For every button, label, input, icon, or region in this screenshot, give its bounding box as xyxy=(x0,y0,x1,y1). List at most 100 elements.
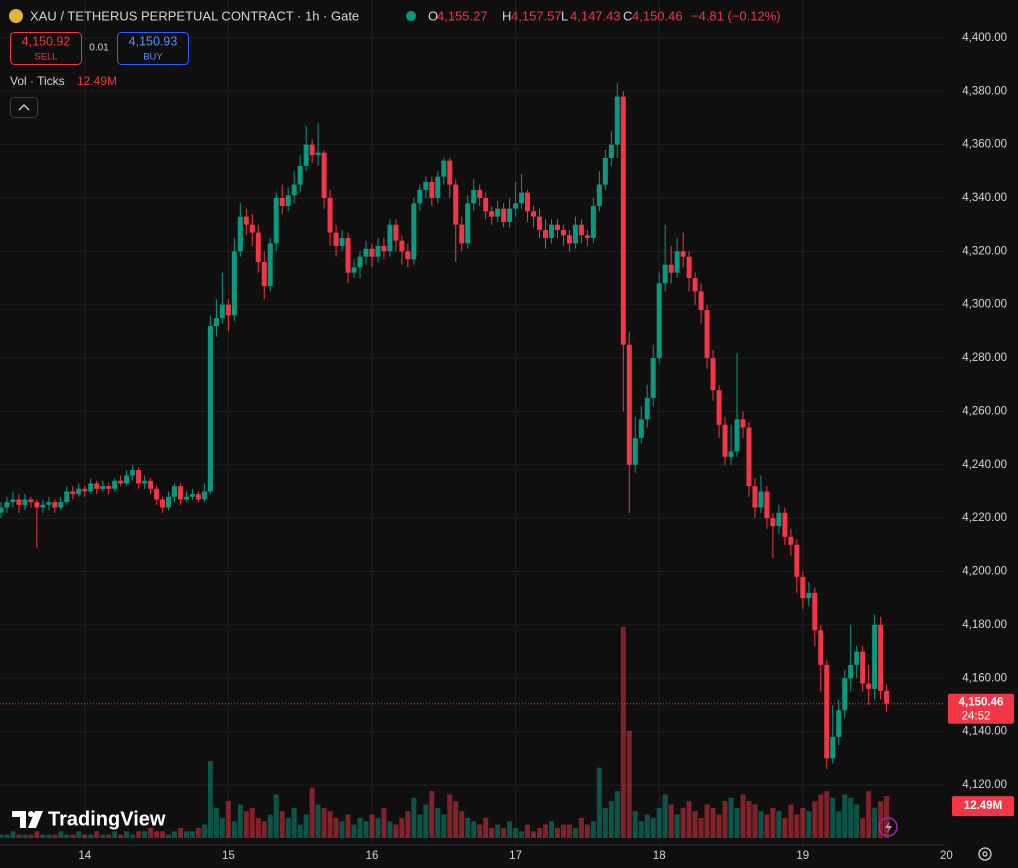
volume-bar xyxy=(764,814,770,838)
volume-bar xyxy=(734,807,740,838)
candle-body xyxy=(794,544,800,577)
collapse-button[interactable] xyxy=(10,97,38,118)
candle-body xyxy=(243,216,249,225)
alert-icon[interactable] xyxy=(878,817,898,837)
y-tick-label: 4,220.00 xyxy=(962,512,1007,524)
candle-body xyxy=(4,502,10,508)
x-tick-label: 16 xyxy=(366,850,379,862)
volume-bar xyxy=(740,794,746,838)
volume-bar xyxy=(866,791,872,838)
candle-body xyxy=(195,494,201,500)
brand-name: TradingView xyxy=(48,808,166,830)
candle-body xyxy=(704,310,710,359)
candle-body xyxy=(82,488,88,492)
volume-bar xyxy=(291,807,297,838)
volume-bar xyxy=(249,807,255,838)
volume-bar xyxy=(507,821,513,838)
volume-bar xyxy=(471,821,477,838)
symbol-icon xyxy=(9,9,23,23)
volume-bar xyxy=(680,807,686,838)
volume-bar xyxy=(70,834,76,838)
volume-bar xyxy=(94,831,100,838)
volume-bar xyxy=(716,814,722,838)
volume-bar xyxy=(183,831,189,838)
volume-bar xyxy=(261,821,267,838)
volume-legend-name: Vol · Ticks xyxy=(10,74,65,88)
candle-body xyxy=(285,195,291,206)
volume-bar xyxy=(453,801,459,838)
volume-bar xyxy=(710,807,716,838)
countdown: 24:52 xyxy=(962,711,991,723)
candle-body xyxy=(213,318,219,327)
settings-icon[interactable] xyxy=(978,847,992,861)
candle-body xyxy=(207,326,213,492)
candle-body xyxy=(459,224,465,244)
candle-body xyxy=(788,536,794,545)
chevron-icon xyxy=(18,104,30,111)
candle-body xyxy=(770,518,776,527)
volume-bar xyxy=(860,817,866,838)
volume-bar xyxy=(148,827,154,838)
x-tick-label: 19 xyxy=(796,850,809,862)
candle-body xyxy=(273,197,279,244)
candle-body xyxy=(357,256,363,268)
candles xyxy=(0,83,890,769)
volume-bar xyxy=(854,804,860,838)
candle-body xyxy=(477,189,483,198)
volume-bar xyxy=(58,831,64,838)
volume-bar xyxy=(315,804,321,838)
volume-bar xyxy=(357,817,363,838)
volume-bar xyxy=(213,807,219,838)
candle-body xyxy=(674,251,680,273)
candle-body xyxy=(710,358,716,391)
candle-body xyxy=(423,181,429,190)
buy-label: BUY xyxy=(143,52,163,63)
candle-body xyxy=(34,502,40,508)
sell-price: 4,150.92 xyxy=(22,34,71,48)
candle-body xyxy=(136,470,142,484)
volume-bar xyxy=(423,804,429,838)
candle-body xyxy=(501,208,507,222)
settings-icon-core xyxy=(982,851,988,857)
candle-body xyxy=(76,488,82,495)
candle-body xyxy=(100,486,106,489)
volume-bar xyxy=(339,821,345,838)
candle-body xyxy=(0,507,4,513)
candle-body xyxy=(267,243,273,287)
volume-bar xyxy=(112,831,118,838)
volume-bar xyxy=(620,626,626,838)
candle-body xyxy=(10,499,16,503)
volume-bar xyxy=(189,831,195,838)
candle-body xyxy=(58,502,64,508)
buy-button[interactable] xyxy=(117,32,189,65)
volume-bar xyxy=(219,817,225,838)
volume-bar xyxy=(830,797,836,838)
price-tag xyxy=(948,693,1014,724)
candle-body xyxy=(387,224,393,252)
sell-label: SELL xyxy=(34,52,57,63)
candle-body xyxy=(453,184,459,225)
volume-bar xyxy=(351,824,357,838)
candle-body xyxy=(297,165,303,185)
volume-bar xyxy=(22,834,28,838)
candle-body xyxy=(872,624,878,689)
candle-body xyxy=(303,144,309,166)
candle-body xyxy=(698,291,704,311)
candle-body xyxy=(560,229,566,236)
y-tick-label: 4,240.00 xyxy=(962,459,1007,471)
volume-bar xyxy=(578,817,584,838)
volume-bar xyxy=(201,824,207,838)
ohlc-key: H xyxy=(502,8,511,23)
candle-body xyxy=(716,390,722,425)
volume-bar xyxy=(501,827,507,838)
candle-body xyxy=(327,197,333,233)
volume-bar xyxy=(776,811,782,838)
candle-body xyxy=(261,262,267,287)
ohlc-value: 4,155.27 xyxy=(437,8,488,23)
candle-body xyxy=(429,181,435,198)
candle-body xyxy=(166,496,172,508)
sell-button[interactable] xyxy=(10,32,82,65)
volume-bar xyxy=(154,831,160,838)
candle-body xyxy=(219,304,225,319)
